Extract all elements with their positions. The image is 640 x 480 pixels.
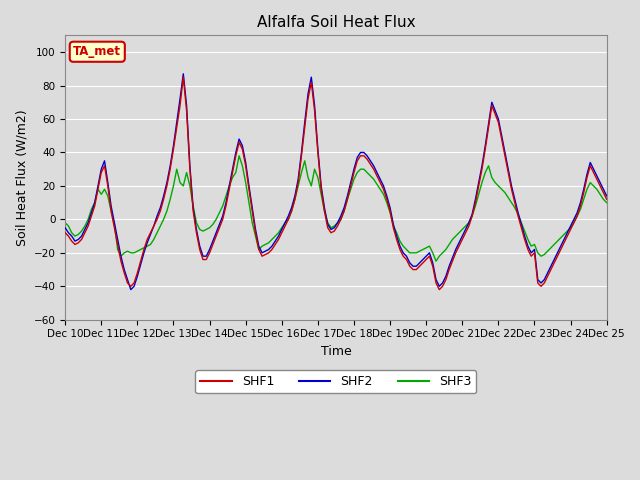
Y-axis label: Soil Heat Flux (W/m2): Soil Heat Flux (W/m2)	[15, 109, 28, 246]
X-axis label: Time: Time	[321, 345, 351, 358]
SHF1	[61, 230, 69, 236]
SHF3	[236, 153, 243, 159]
SHF1	[577, 203, 584, 209]
Legend: SHF1, SHF2, SHF3: SHF1, SHF2, SHF3	[195, 370, 476, 393]
SHF3	[61, 220, 69, 226]
SHF1	[603, 196, 611, 202]
SHF1	[600, 190, 607, 195]
SHF2	[413, 264, 420, 269]
SHF2	[603, 193, 611, 199]
SHF1	[426, 253, 433, 259]
SHF3	[409, 250, 417, 256]
SHF1	[216, 225, 223, 230]
SHF3	[212, 216, 220, 222]
SHF2	[577, 200, 584, 205]
Line: SHF3: SHF3	[65, 156, 607, 261]
Line: SHF2: SHF2	[65, 74, 607, 289]
SHF1	[179, 74, 187, 80]
SHF1	[409, 267, 417, 273]
SHF2	[74, 237, 82, 242]
SHF2	[127, 287, 134, 292]
SHF3	[603, 200, 611, 205]
SHF2	[179, 71, 187, 77]
Line: SHF1: SHF1	[65, 77, 607, 289]
SHF2	[219, 213, 227, 219]
Title: Alfalfa Soil Heat Flux: Alfalfa Soil Heat Flux	[257, 15, 415, 30]
SHF3	[600, 196, 607, 202]
SHF1	[74, 240, 82, 246]
SHF3	[432, 258, 440, 264]
Text: TA_met: TA_met	[73, 45, 121, 58]
SHF1	[435, 287, 443, 292]
SHF2	[61, 225, 69, 230]
SHF3	[577, 206, 584, 212]
SHF2	[429, 260, 436, 266]
SHF3	[426, 243, 433, 249]
SHF3	[74, 231, 82, 237]
SHF2	[600, 186, 607, 192]
